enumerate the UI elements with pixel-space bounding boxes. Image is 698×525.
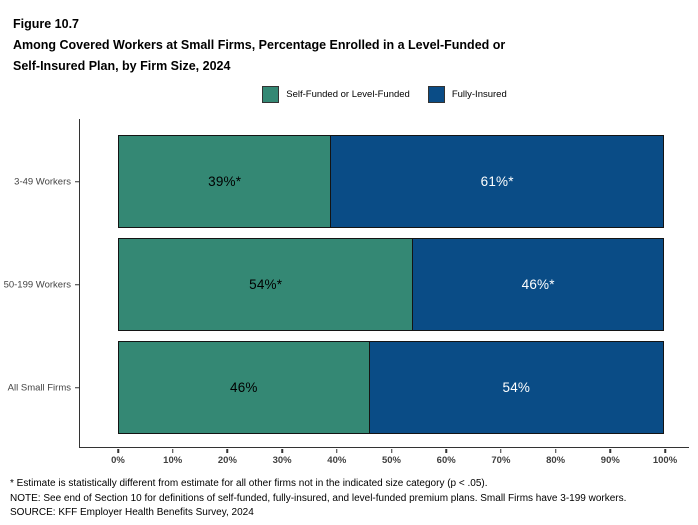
x-axis-tick-label-0: 0% — [111, 455, 125, 466]
x-axis-tick-2 — [226, 448, 229, 453]
bar-segment-fully-insured-0: 61%* — [330, 135, 664, 228]
bar-value-label: 46%* — [521, 277, 555, 292]
bar-value-label: 54% — [502, 380, 531, 395]
x-axis-tick-4 — [336, 448, 338, 453]
x-axis-tick-label-9: 90% — [600, 455, 620, 466]
x-axis-tick-3 — [281, 448, 283, 453]
x-axis-tick-8 — [554, 448, 557, 453]
x-axis-tick-1 — [171, 448, 174, 453]
legend-swatch-self-funded — [262, 86, 280, 103]
bar-row-2: 46% 54% — [118, 341, 665, 434]
x-axis-tick-0 — [117, 448, 119, 453]
bar-row-0: 39%* 61%* — [118, 135, 665, 228]
y-axis-label-2: All Small Firms — [7, 382, 71, 393]
bar-value-label: 46% — [229, 380, 258, 395]
bar-value-label: 39%* — [208, 174, 242, 189]
x-axis-tick-5 — [390, 448, 393, 453]
plot-area: 39%* 61%* 54%* 46%* 46% 54% 3-49 Workers 50-19… — [4, 119, 689, 466]
legend-item-1: Fully-Insured — [427, 86, 507, 103]
x-axis-tick-label-6: 60% — [436, 455, 456, 466]
bar-segment-fully-insured-2: 54% — [368, 341, 664, 434]
footnote-asterisk: * Estimate is statistically different fr… — [10, 478, 488, 489]
x-axis-tick-7 — [500, 448, 502, 453]
x-axis-tick-label-2: 20% — [217, 455, 237, 466]
figure-header: Figure 10.7 Among Covered Workers at Sma… — [13, 14, 505, 77]
footnote-note: NOTE: See end of Section 10 for definiti… — [10, 492, 627, 504]
y-axis-label-1: 50-199 Workers — [3, 279, 71, 290]
x-axis-tick-10 — [664, 448, 666, 453]
x-axis-tick-label-5: 50% — [381, 455, 402, 466]
legend: Self-Funded or Level-Funded Fully-Insured — [79, 86, 690, 103]
bar-segment-self-funded-2: 46% — [118, 341, 370, 434]
footnotes: * Estimate is statistically different fr… — [10, 477, 626, 521]
x-axis-tick-label-4: 40% — [327, 455, 347, 466]
legend-item-0: Self-Funded or Level-Funded — [262, 86, 410, 103]
bar-segment-self-funded-1: 54%* — [118, 238, 414, 331]
bar-segment-fully-insured-1: 46%* — [412, 238, 664, 331]
legend-swatch-fully-insured — [427, 86, 445, 103]
bar-value-label: 61%* — [480, 174, 514, 189]
y-axis-tick-0 — [75, 180, 80, 183]
legend-label-1: Fully-Insured — [451, 89, 507, 100]
x-axis-tick-label-7: 70% — [491, 455, 511, 466]
x-axis-tick-9 — [609, 448, 612, 453]
y-axis-tick-2 — [75, 386, 80, 389]
x-axis-tick-label-1: 10% — [163, 455, 183, 466]
bar-segment-self-funded-0: 39%* — [118, 135, 332, 228]
x-axis-tick-label-3: 30% — [272, 455, 292, 466]
figure-title-line-1: Among Covered Workers at Small Firms, Pe… — [13, 38, 506, 52]
footnote-source: SOURCE: KFF Employer Health Benefits Sur… — [10, 507, 254, 518]
x-axis-tick-label-8: 80% — [546, 455, 566, 466]
x-axis-tick-label-10: 100% — [652, 455, 678, 466]
figure-label: Figure 10.7 — [13, 17, 79, 31]
y-axis-tick-1 — [75, 283, 80, 286]
bars-zone: 39%* 61%* 54%* 46%* 46% 54% — [118, 119, 665, 447]
figure-title-line-2: Self-Insured Plan, by Firm Size, 2024 — [13, 59, 231, 73]
bar-value-label: 54%* — [249, 277, 283, 292]
y-axis-label-0: 3-49 Workers — [14, 176, 71, 187]
x-axis-tick-6 — [445, 448, 447, 453]
bar-row-1: 54%* 46%* — [118, 238, 665, 331]
legend-label-0: Self-Funded or Level-Funded — [286, 89, 410, 100]
